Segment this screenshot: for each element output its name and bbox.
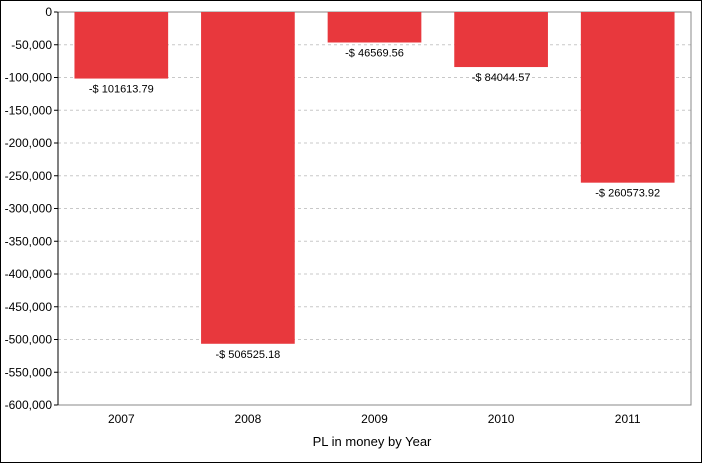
y-tick-label: -150,000	[5, 103, 53, 117]
y-tick-label: -250,000	[5, 169, 53, 183]
x-tick-label: 2008	[235, 412, 262, 426]
y-tick-label: -600,000	[5, 398, 53, 412]
y-tick-label: -350,000	[5, 234, 53, 248]
x-tick-label: 2011	[615, 412, 641, 426]
bar-2008	[201, 12, 295, 344]
y-tick-label: -200,000	[5, 136, 53, 150]
data-label: -$ 46569.56	[345, 48, 404, 60]
y-tick-label: -400,000	[5, 267, 53, 281]
y-tick-label: -450,000	[5, 300, 53, 314]
data-label: -$ 506525.18	[215, 349, 280, 361]
data-label: -$ 84044.57	[472, 72, 531, 84]
y-tick-label: -500,000	[5, 333, 53, 347]
data-labels: -$ 101613.79 -$ 506525.18 -$ 46569.56 -$ 84…	[89, 48, 660, 361]
bar-2007	[74, 12, 169, 79]
x-axis-title: PL in money by Year	[313, 434, 432, 449]
data-label: -$ 101613.79	[89, 84, 154, 96]
bar-2011	[580, 12, 675, 183]
y-tick-label: -100,000	[5, 71, 53, 85]
y-tick-label: -300,000	[5, 202, 53, 216]
y-tick-label: -50,000	[11, 38, 52, 52]
bar-2009	[327, 12, 422, 43]
bar-2010	[454, 12, 548, 68]
x-tick-label: 2009	[361, 412, 388, 426]
data-label: -$ 260573.92	[595, 188, 660, 200]
x-tick-label: 2007	[108, 412, 135, 426]
x-tick-labels: 2007 2008 2009 2010 2011	[108, 412, 641, 426]
y-tick-label: -550,000	[5, 365, 53, 379]
x-tick-label: 2010	[488, 412, 515, 426]
y-tick-labels: 0 -50,000 -100,000 -150,000 -200,000 -250,000…	[5, 5, 53, 412]
y-tick-label: 0	[45, 5, 52, 19]
bars	[74, 12, 675, 344]
